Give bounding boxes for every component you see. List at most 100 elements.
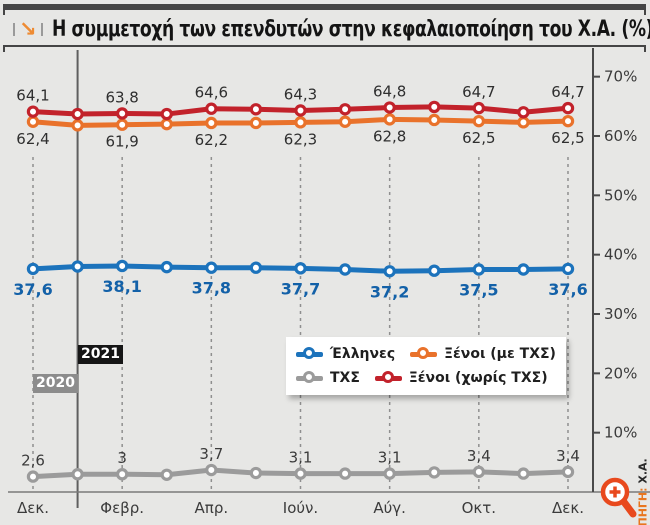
data-point xyxy=(160,260,173,274)
data-point xyxy=(205,463,218,477)
value-label: 37,5 xyxy=(459,281,498,300)
data-point xyxy=(294,104,307,117)
legend-row: ΤΧΣ Ξένοι (χωρίς ΤΧΣ) xyxy=(296,370,556,386)
x-axis-tick-label: Ιούν. xyxy=(283,499,318,517)
value-label: 63,8 xyxy=(105,88,138,106)
divider-bar xyxy=(13,22,15,36)
data-point xyxy=(115,259,129,273)
data-point xyxy=(160,117,173,131)
legend-item: Ξένοι (χωρίς ΤΧΣ) xyxy=(374,370,548,386)
legend-label: Ξένοι (χωρίς ΤΧΣ) xyxy=(408,370,548,386)
value-label: 3,4 xyxy=(556,447,580,465)
data-point xyxy=(115,118,129,131)
data-point xyxy=(517,467,530,480)
value-label: 62,3 xyxy=(284,130,317,148)
legend-marker-icon xyxy=(296,371,323,383)
legend-item: Έλληνες xyxy=(296,346,395,362)
data-point xyxy=(160,468,173,481)
value-label: 62,5 xyxy=(551,129,584,147)
data-point xyxy=(160,107,173,121)
legend-row: Έλληνες Ξένοι (με ΤΧΣ) xyxy=(296,346,556,362)
data-point xyxy=(428,264,441,277)
data-point xyxy=(26,262,40,276)
data-point xyxy=(561,465,575,479)
data-point xyxy=(472,263,486,276)
page-title: Η συμμετοχή των επενδυτών στην κεφαλαιοπ… xyxy=(51,16,650,42)
data-point xyxy=(428,113,441,127)
data-point xyxy=(115,468,129,481)
value-label: 64,7 xyxy=(462,83,495,101)
y-axis-tick-label: 10% xyxy=(604,424,637,442)
x-axis-tick-label: Αύγ. xyxy=(373,499,406,517)
value-label: 38,1 xyxy=(102,277,141,296)
data-point xyxy=(561,101,575,115)
data-point xyxy=(115,107,129,120)
legend-marker-icon xyxy=(374,371,402,383)
data-point xyxy=(472,465,486,479)
x-axis-tick-label: Δεκ. xyxy=(17,499,49,517)
y-axis-tick-label: 60% xyxy=(604,127,637,145)
year-badge-2021: 2021 xyxy=(78,345,123,364)
data-point xyxy=(517,106,530,119)
data-point xyxy=(71,107,84,121)
data-point xyxy=(294,116,307,129)
data-point xyxy=(71,260,84,273)
value-label: 3 xyxy=(117,449,127,467)
value-label: 2,6 xyxy=(21,452,45,470)
y-axis-tick-label: 50% xyxy=(604,186,637,204)
legend-label: ΤΧΣ xyxy=(330,370,360,386)
data-point xyxy=(294,262,307,275)
divider-bar xyxy=(40,22,43,36)
value-label: 61,9 xyxy=(105,133,138,151)
legend-item: ΤΧΣ xyxy=(296,370,360,386)
value-label: 37,8 xyxy=(192,279,231,298)
value-label: 62,2 xyxy=(195,131,228,149)
value-label: 3,1 xyxy=(378,449,402,467)
data-point xyxy=(338,115,352,128)
data-point xyxy=(249,466,263,480)
value-label: 62,4 xyxy=(16,130,49,148)
data-point xyxy=(561,262,575,276)
data-point xyxy=(338,263,352,276)
data-point xyxy=(472,101,486,115)
year-badge-2020: 2020 xyxy=(33,374,78,393)
data-point xyxy=(26,470,40,483)
data-point xyxy=(205,261,218,274)
data-point xyxy=(338,103,352,116)
value-label: 37,6 xyxy=(13,280,52,299)
data-point xyxy=(205,102,218,115)
data-point xyxy=(26,105,40,118)
value-label: 37,6 xyxy=(548,280,587,299)
legend-marker-icon xyxy=(410,347,438,359)
x-axis-tick-label: Απρ. xyxy=(195,499,229,517)
zoom-icon[interactable] xyxy=(598,474,640,522)
y-axis-tick-label: 20% xyxy=(604,364,637,382)
legend: Έλληνες Ξένοι (με ΤΧΣ) ΤΧΣ Ξένοι (χωρίς ΤΧΣ… xyxy=(286,337,566,395)
y-axis-tick-label: 30% xyxy=(604,305,637,323)
legend-label: Έλληνες xyxy=(330,346,396,362)
data-point xyxy=(249,103,263,116)
legend-marker-icon xyxy=(296,347,323,359)
header: ↘ Η συμμετοχή των επενδυτών στην κεφαλαι… xyxy=(10,14,650,44)
data-point xyxy=(517,263,530,276)
value-label: 64,3 xyxy=(284,85,317,103)
header-rule xyxy=(3,45,646,52)
data-point xyxy=(338,467,352,480)
data-point xyxy=(561,114,575,128)
data-point xyxy=(517,116,530,129)
value-label: 62,8 xyxy=(373,127,406,145)
data-point xyxy=(249,116,263,130)
data-point xyxy=(383,467,396,480)
data-point xyxy=(428,100,441,114)
value-label: 37,2 xyxy=(370,282,409,301)
data-point xyxy=(383,113,396,126)
data-point xyxy=(428,466,441,479)
data-point xyxy=(249,261,263,274)
y-axis-tick-label: 70% xyxy=(604,68,637,86)
x-axis-tick-label: Οκτ. xyxy=(462,499,496,517)
value-label: 3,1 xyxy=(289,449,313,467)
value-label: 64,7 xyxy=(551,83,584,101)
value-label: 64,6 xyxy=(195,84,228,102)
data-point xyxy=(383,101,396,114)
